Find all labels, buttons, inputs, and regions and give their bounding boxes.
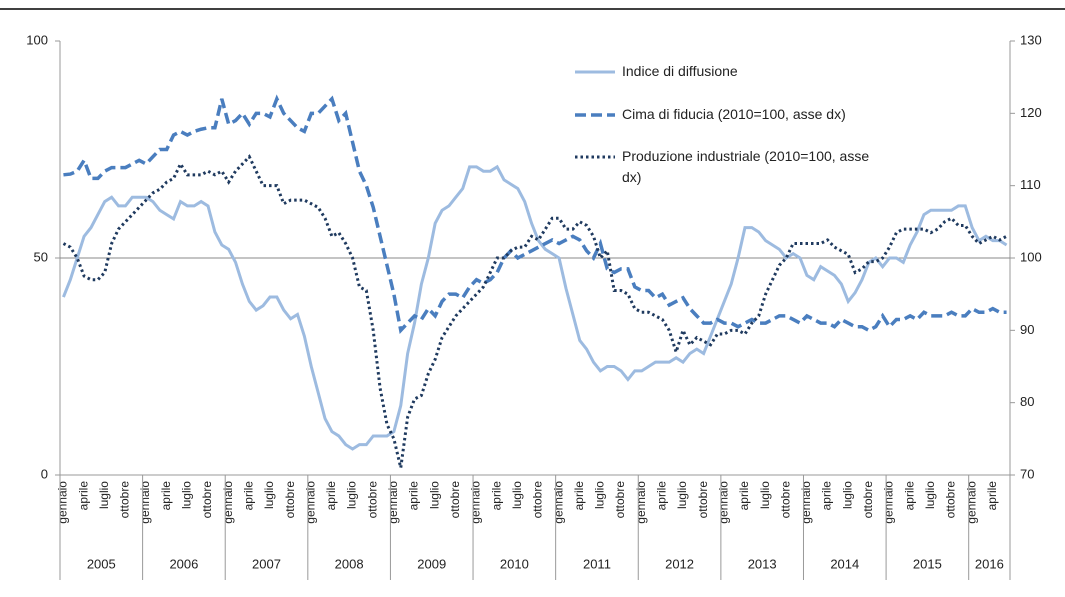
x-tick-label: ottobre	[448, 481, 462, 519]
x-tick-label: gennaio	[716, 481, 730, 524]
x-tick-label: ottobre	[696, 481, 710, 519]
series-line	[63, 94, 1007, 335]
legend-label: Indice di diffusione	[622, 63, 738, 79]
x-tick-label: aprile	[407, 481, 421, 511]
x-tick-label: ottobre	[283, 481, 297, 519]
x-tick-label: luglio	[262, 481, 276, 509]
x-tick-label: ottobre	[531, 481, 545, 519]
x-group-label: 2014	[830, 556, 859, 571]
y-tick-label: 0	[41, 466, 48, 481]
x-tick-label: gennaio	[799, 481, 813, 524]
y2-tick-label: 100	[1020, 249, 1042, 264]
x-tick-label: gennaio	[221, 481, 235, 524]
x-tick-label: aprile	[902, 481, 916, 511]
x-group-label: 2011	[583, 556, 611, 571]
x-group-label: 2008	[335, 556, 364, 571]
x-tick-label: gennaio	[551, 481, 565, 524]
x-tick-label: aprile	[737, 481, 751, 511]
x-group-label: 2013	[748, 556, 777, 571]
x-group-label: 2005	[87, 556, 116, 571]
x-tick-label: luglio	[923, 481, 937, 509]
y2-tick-label: 120	[1020, 105, 1042, 120]
x-tick-label: ottobre	[118, 481, 132, 519]
y-tick-label: 50	[34, 249, 48, 264]
y2-tick-label: 70	[1020, 466, 1034, 481]
x-tick-label: gennaio	[138, 481, 152, 524]
x-tick-label: aprile	[572, 481, 586, 511]
legend-label: Produzione industriale (2010=100, asse d…	[622, 148, 870, 185]
x-tick-label: aprile	[324, 481, 338, 511]
x-tick-label: aprile	[655, 481, 669, 511]
x-tick-label: aprile	[76, 481, 90, 511]
x-tick-label: ottobre	[613, 481, 627, 519]
x-tick-label: aprile	[159, 481, 173, 511]
x-tick-label: gennaio	[634, 481, 648, 524]
x-tick-label: luglio	[675, 481, 689, 509]
x-tick-label: aprile	[489, 481, 503, 511]
y2-tick-label: 80	[1020, 394, 1034, 409]
y-tick-label: 100	[26, 32, 48, 47]
x-tick-label: luglio	[593, 481, 607, 509]
x-tick-label: ottobre	[861, 481, 875, 519]
x-group-label: 2016	[975, 556, 1004, 571]
x-tick-label: aprile	[820, 481, 834, 511]
x-tick-label: luglio	[427, 481, 441, 509]
x-group-label: 2006	[169, 556, 198, 571]
x-group-label: 2010	[500, 556, 529, 571]
x-tick-label: gennaio	[303, 481, 317, 524]
y2-tick-label: 90	[1020, 322, 1034, 337]
x-tick-label: gennaio	[386, 481, 400, 524]
x-group-label: 2007	[252, 556, 281, 571]
x-tick-label: luglio	[180, 481, 194, 509]
x-tick-label: aprile	[241, 481, 255, 511]
x-tick-label: ottobre	[778, 481, 792, 519]
x-tick-label: luglio	[758, 481, 772, 509]
x-tick-label: gennaio	[964, 481, 978, 524]
series-line	[62, 154, 1008, 469]
x-group-label: 2009	[417, 556, 446, 571]
series-line	[62, 164, 1008, 451]
x-tick-label: luglio	[510, 481, 524, 509]
x-tick-label: ottobre	[944, 481, 958, 519]
legend-label: Cima di fiducia (2010=100, asse dx)	[622, 106, 846, 122]
x-tick-label: aprile	[985, 481, 999, 511]
x-tick-label: gennaio	[469, 481, 483, 524]
x-group-label: 2015	[913, 556, 942, 571]
x-tick-label: luglio	[97, 481, 111, 509]
x-tick-label: luglio	[345, 481, 359, 509]
x-tick-label: gennaio	[882, 481, 896, 524]
x-tick-label: ottobre	[200, 481, 214, 519]
x-tick-label: luglio	[840, 481, 854, 509]
x-group-label: 2012	[665, 556, 694, 571]
x-tick-label: gennaio	[56, 481, 70, 524]
y2-tick-label: 130	[1020, 32, 1042, 47]
y2-tick-label: 110	[1020, 177, 1041, 192]
x-tick-label: ottobre	[365, 481, 379, 519]
